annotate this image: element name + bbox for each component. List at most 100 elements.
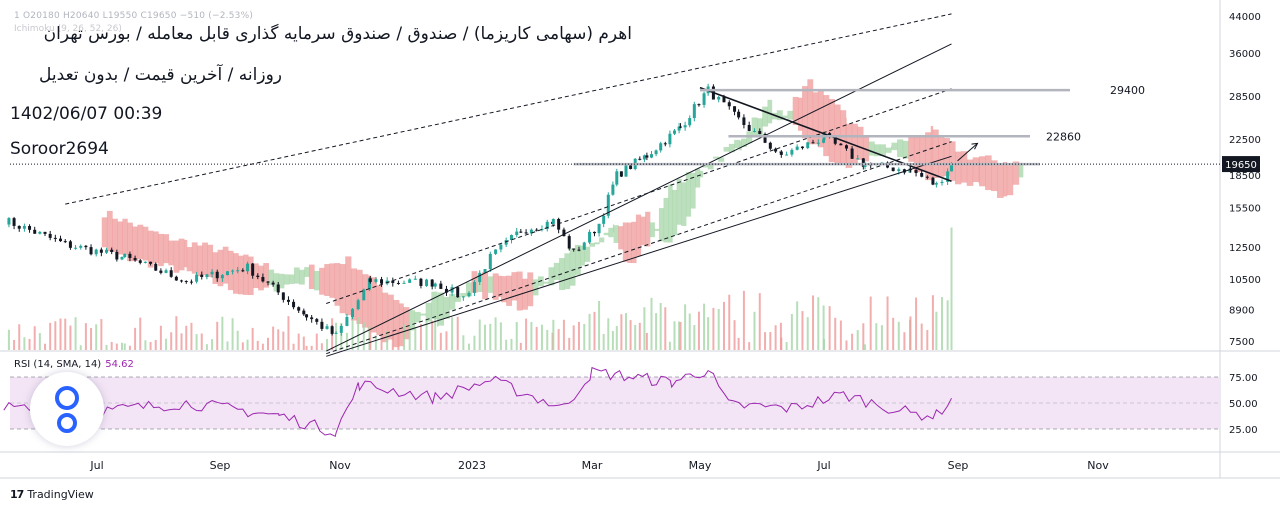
volume-bar <box>583 323 586 350</box>
volume-bar <box>615 325 618 350</box>
ichimoku-cloud-segment <box>362 274 369 328</box>
candle-body <box>828 133 832 137</box>
ichimoku-cloud-segment <box>622 222 629 262</box>
price-tick-label: 18500 <box>1229 171 1261 182</box>
ichimoku-cloud-segment <box>263 263 269 288</box>
candle-body <box>68 241 72 248</box>
volume-bar <box>499 322 502 350</box>
ichimoku-cloud-segment <box>548 267 555 286</box>
tradingview-brand[interactable]: 17 TradingView <box>10 488 94 501</box>
candle-body <box>408 279 412 283</box>
candle-body <box>950 164 954 172</box>
ichimoku-cloud-segment <box>207 244 214 278</box>
volume-bar <box>897 321 900 350</box>
volume-bar <box>875 323 878 350</box>
volume-bar <box>445 331 448 350</box>
volume-bar <box>139 317 142 350</box>
ichimoku-cloud-segment <box>436 295 439 327</box>
candle-body <box>545 221 549 230</box>
candle-body <box>89 247 93 255</box>
time-tick-label: Sep <box>948 459 969 472</box>
candle-body <box>261 276 265 282</box>
candle-body <box>94 249 98 255</box>
volume-bar <box>287 316 290 350</box>
ichimoku-cloud-segment <box>122 218 128 255</box>
volume-bar <box>380 333 383 350</box>
volume-bar <box>828 306 831 350</box>
candle-body <box>649 154 653 158</box>
ichimoku-cloud-segment <box>589 243 596 247</box>
volume-bar <box>703 303 706 350</box>
candle-body <box>180 280 184 282</box>
ichimoku-cloud-segment <box>925 132 932 181</box>
volume-bar <box>624 313 627 350</box>
ichimoku-cloud-segment <box>868 141 875 156</box>
price-candles <box>7 83 954 336</box>
candle-body <box>540 229 544 231</box>
volume-bar <box>180 333 183 350</box>
candle-body <box>330 326 334 334</box>
ichimoku-cloud-segment <box>278 273 285 289</box>
ichimoku-cloud-segment <box>690 172 696 209</box>
candle-body <box>63 241 67 243</box>
volume-bar <box>801 311 804 350</box>
candle-body <box>779 151 783 155</box>
volume-bar <box>272 326 275 350</box>
volume-bar <box>90 327 93 350</box>
candle-body <box>551 218 555 224</box>
candle-body <box>79 245 83 248</box>
volume-bar <box>79 345 82 350</box>
ichimoku-cloud-segment <box>437 292 445 326</box>
rsi-tick-label: 25.00 <box>1229 425 1258 436</box>
ichimoku-cloud-segment <box>487 276 494 293</box>
candle-body <box>456 287 460 298</box>
volume-bar <box>950 227 953 350</box>
ichimoku-cloud-segment <box>932 129 939 179</box>
ichimoku-cloud-segment <box>874 144 881 157</box>
volume-bar <box>297 333 300 350</box>
ichimoku-cloud-segment <box>381 292 389 343</box>
volume-bar <box>105 344 108 350</box>
ichimoku-cloud-segment <box>756 118 763 137</box>
ichimoku-cloud-segment <box>919 135 926 172</box>
rsi-legend[interactable]: RSI (14, SMA, 14) 54.62 <box>14 359 134 370</box>
volume-bar <box>33 326 36 350</box>
ichimoku-cloud-segment <box>329 263 336 298</box>
ichimoku-cloud-segment <box>212 252 219 284</box>
volume-bar <box>190 322 193 350</box>
ichimoku-cloud-segment <box>522 278 528 310</box>
last-price-value: 19650 <box>1225 160 1257 171</box>
candle-body <box>499 244 503 250</box>
author-logo <box>30 372 104 446</box>
ichimoku-indicator-label[interactable]: Ichimoku (9, 26, 52, 26) <box>14 24 122 34</box>
candle-body <box>504 239 508 245</box>
ichimoku-cloud-segment <box>728 143 735 153</box>
ichimoku-cloud-segment <box>862 135 870 162</box>
ichimoku-cloud-segment <box>308 264 315 290</box>
ichimoku-cloud-segment <box>879 144 886 157</box>
ichimoku-cloud-segment <box>196 245 203 277</box>
candle-body <box>615 171 619 185</box>
candle-body <box>7 218 11 225</box>
volume-bar <box>869 296 872 350</box>
ichimoku-cloud-segment <box>663 197 669 243</box>
candle-body <box>529 229 533 234</box>
ichimoku-cloud-segment <box>339 264 346 314</box>
projection-arrow <box>957 142 978 162</box>
ichimoku-cloud-segment <box>137 224 144 260</box>
candle-body <box>856 158 860 160</box>
volume-bar <box>386 331 389 350</box>
candle-body <box>320 321 324 329</box>
candle-body <box>315 319 319 322</box>
volume-bar <box>650 297 653 350</box>
ichimoku-cloud-segment <box>943 138 950 176</box>
volume-bar <box>655 313 658 350</box>
ichimoku-cloud-segment <box>654 228 660 231</box>
volume-bar <box>733 320 736 350</box>
candle-body <box>391 280 395 283</box>
volume-bar <box>935 311 938 350</box>
volume-bar <box>862 323 865 350</box>
ichimoku-cloud-segment <box>846 123 853 168</box>
volume-bar <box>49 322 52 350</box>
